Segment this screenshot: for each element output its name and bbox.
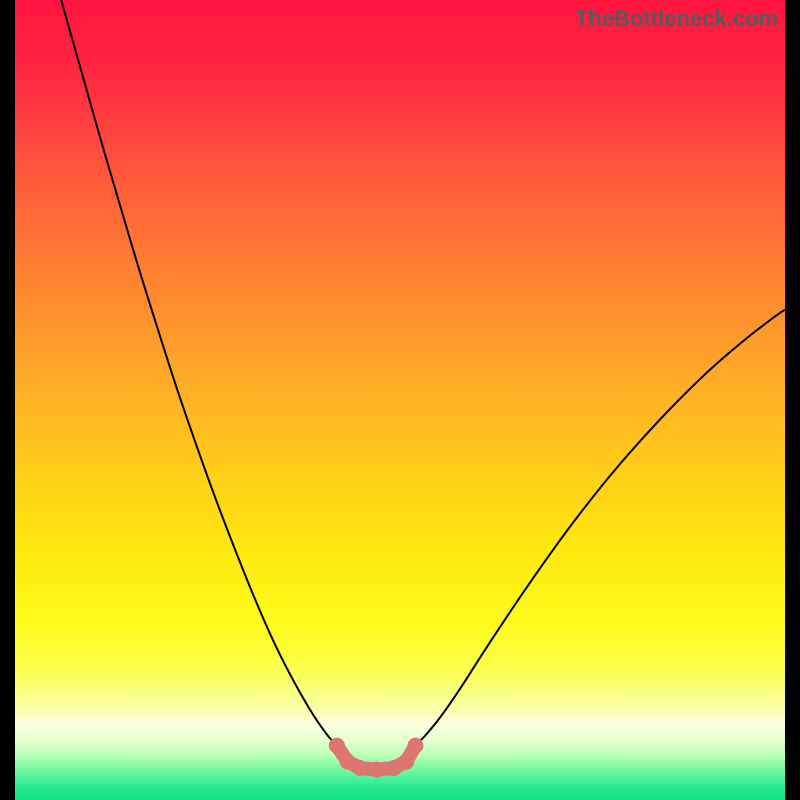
minimum-marker-dots (329, 738, 424, 778)
curve-layer (15, 0, 785, 800)
bottleneck-curve (61, 0, 785, 770)
plot-area (15, 0, 785, 800)
watermark-text: TheBottleneck.com (575, 6, 778, 32)
